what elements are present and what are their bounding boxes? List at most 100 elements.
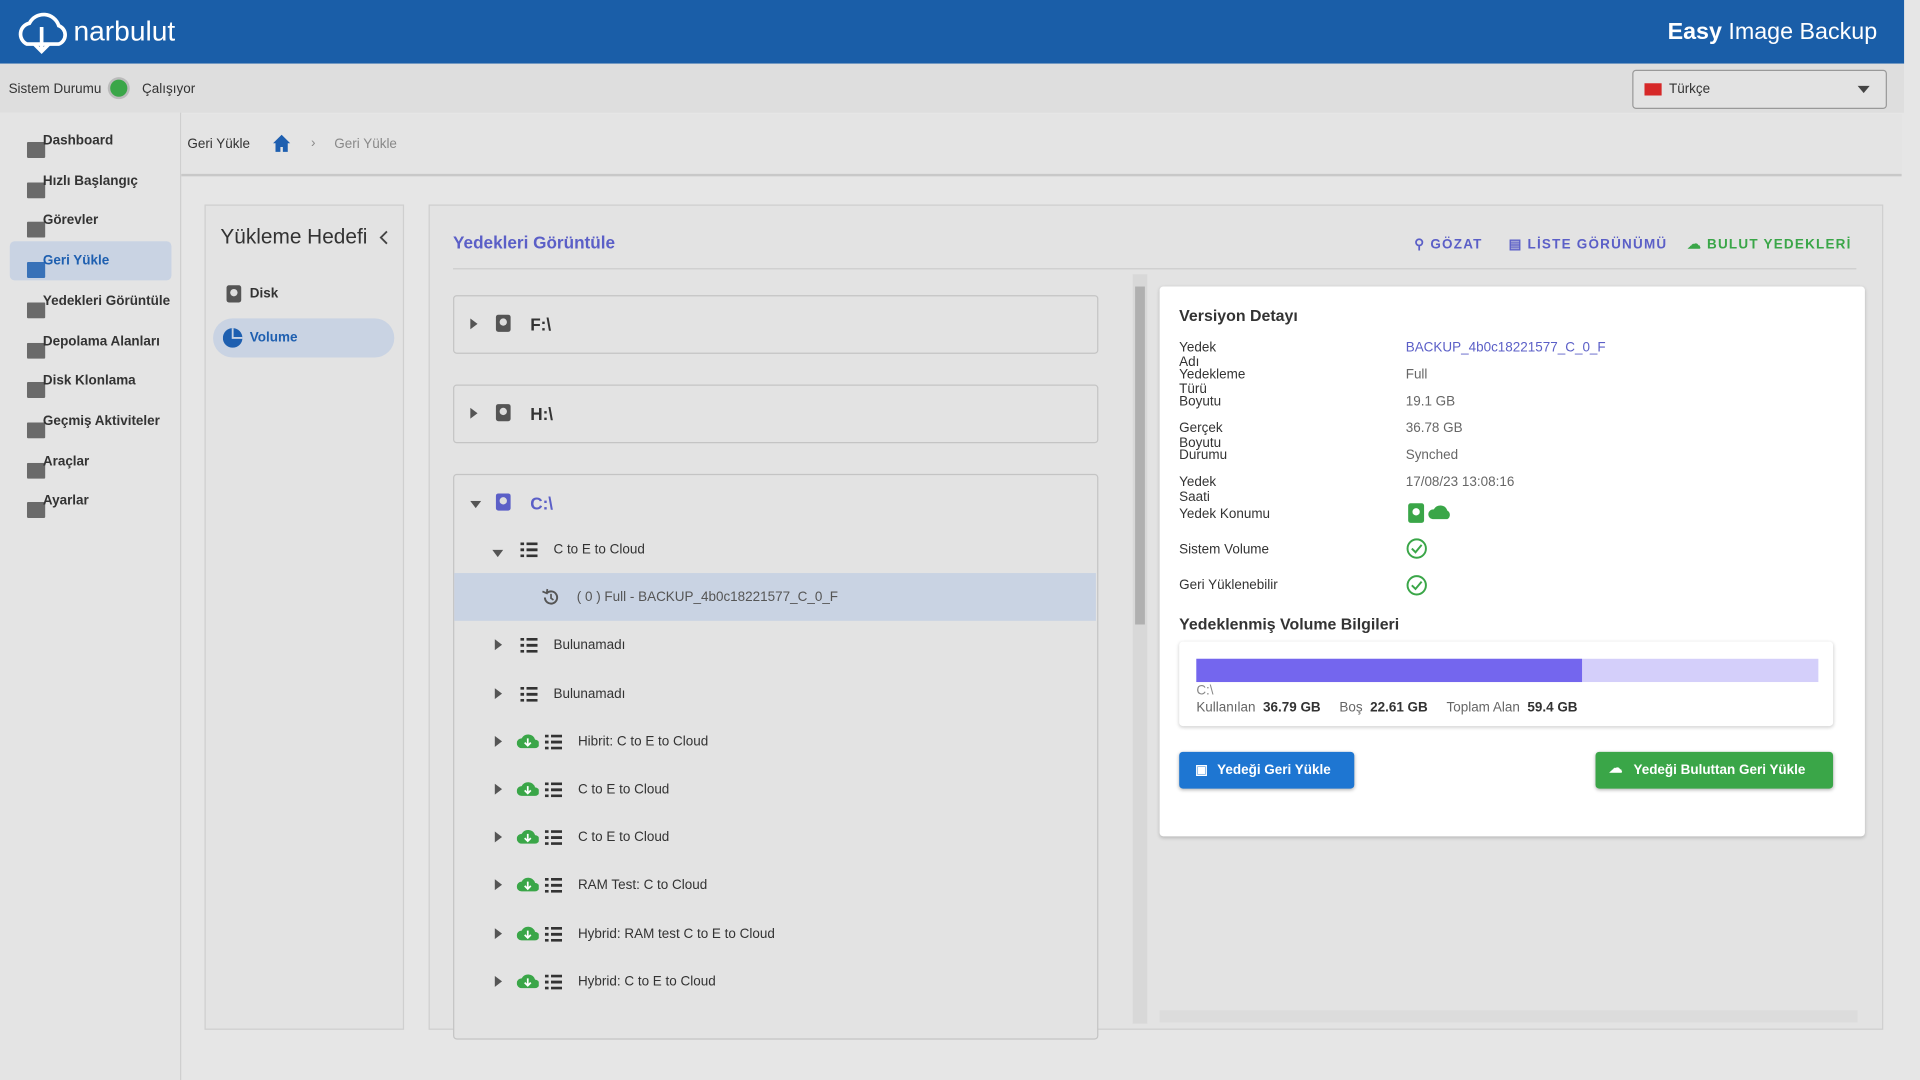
h-scrollbar[interactable] xyxy=(1159,1010,1858,1023)
history-icon xyxy=(541,588,561,611)
target-option[interactable]: Volume xyxy=(213,318,395,358)
tree-row[interactable]: C to E to Cloud xyxy=(454,525,1096,573)
status-value: Çalışıyor xyxy=(142,82,196,97)
drive-label: C:\ xyxy=(530,493,554,514)
row-label: Hybrid: C to E to Cloud xyxy=(577,974,716,990)
version-row[interactable]: ( 0 ) Full - BACKUP_4b0c18221577_C_0_F xyxy=(454,573,1096,622)
cloud-icon xyxy=(516,732,540,753)
scrollbar[interactable] xyxy=(1132,274,1148,1024)
tree-row[interactable]: Hybrid: C to E to Cloud xyxy=(454,957,1096,1005)
cloud-icon-svg xyxy=(516,782,540,796)
expand-arrow-svg xyxy=(492,549,504,558)
list-icon xyxy=(520,686,538,704)
history-icon-svg xyxy=(542,589,559,605)
row-label: C to E to Cloud xyxy=(577,782,670,798)
sidebar-item[interactable]: Dashboard xyxy=(10,121,172,160)
field-label: Boyutu xyxy=(1179,394,1222,409)
tree-row[interactable]: Bulunamadı xyxy=(454,669,1096,717)
target-option[interactable]: Disk xyxy=(213,274,394,313)
expand-arrow-svg xyxy=(470,500,482,509)
cloud-icon-svg xyxy=(516,974,540,988)
expand-arrow xyxy=(470,497,482,512)
field-value: 36.78 GB xyxy=(1405,421,1463,436)
expand-arrow xyxy=(470,318,478,333)
sidebar-item[interactable]: Görevler xyxy=(10,201,172,240)
sidebar-icon-svg xyxy=(26,302,46,319)
cloud-icon-svg xyxy=(516,878,540,892)
action-label: LİSTE GÖRÜNÜMÜ xyxy=(1527,237,1668,253)
disk-icon-svg xyxy=(495,404,511,422)
expand-arrow xyxy=(470,407,478,423)
field-label: Yedek Konumu xyxy=(1179,506,1271,522)
free-label: Boş xyxy=(1339,700,1363,716)
breadcrumb-current: Geri Yükle xyxy=(334,137,397,152)
cloud-icon xyxy=(516,876,540,897)
sidebar-icon-svg xyxy=(26,142,46,158)
browse-button[interactable]: ⚲ GÖZAT xyxy=(1414,237,1483,253)
disk-icon xyxy=(495,403,512,426)
divider xyxy=(453,268,1857,270)
sidebar-item[interactable]: Geri Yükle xyxy=(9,241,172,281)
field-value: 19.1 GB xyxy=(1405,394,1456,409)
action-label: GÖZAT xyxy=(1430,237,1483,253)
sidebar-item[interactable]: Araçlar xyxy=(10,442,172,481)
field-value: BACKUP_4b0c18221577_C_0_F xyxy=(1405,340,1606,356)
separator: › xyxy=(311,135,316,151)
cloud-icon xyxy=(516,924,540,945)
option-label: Disk xyxy=(249,286,279,302)
scroll-thumb[interactable] xyxy=(1135,286,1145,625)
field-label: Yedekleme Türü xyxy=(1179,367,1246,397)
sidebar-label: Depolama Alanları xyxy=(42,333,160,349)
brand: narbulut xyxy=(73,14,176,47)
sidebar-item[interactable]: Disk Klonlama xyxy=(10,361,172,400)
panel-title: Yükleme Hedefi xyxy=(220,225,368,249)
language-select[interactable]: Türkçe xyxy=(1632,69,1887,109)
cloud-icon-svg xyxy=(516,926,540,940)
cloud-icon xyxy=(516,780,540,801)
restore-button[interactable]: Yedeği Geri Yükle ▣ xyxy=(1179,751,1355,789)
list-view-button[interactable]: ▤ LİSTE GÖRÜNÜMÜ xyxy=(1508,237,1668,253)
expand-arrow xyxy=(492,546,504,561)
drive-node[interactable]: H:\ xyxy=(453,384,1099,444)
status-bar: Sistem Durumu Çalışıyor Türkçe xyxy=(0,63,1905,113)
tree-row[interactable]: Bulunamadı xyxy=(454,621,1096,669)
sidebar-item[interactable]: Hızlı Başlangıç xyxy=(10,161,172,200)
sidebar-item[interactable]: Depolama Alanları xyxy=(10,321,172,360)
tree-row[interactable]: C to E to Cloud xyxy=(454,813,1096,861)
status-label: Sistem Durumu xyxy=(8,82,102,97)
check-icon xyxy=(1406,575,1427,596)
list-icon xyxy=(544,830,563,848)
tree-row[interactable]: RAM Test: C to Cloud xyxy=(454,861,1096,909)
usage-text: Kullanılan 36.79 GB Boş 22.61 GB Toplam … xyxy=(1196,700,1577,715)
home-icon[interactable] xyxy=(272,133,292,153)
disk-icon xyxy=(495,492,512,515)
list-icon xyxy=(544,782,563,800)
volume-card: C:\ Kullanılan 36.79 GB Boş 22.61 GB Top… xyxy=(1179,642,1833,726)
drive-node[interactable]: F:\ xyxy=(453,295,1099,354)
cloud-restore-button[interactable]: Yedeği Buluttan Geri Yükle ☁ xyxy=(1595,751,1834,789)
tree-row[interactable]: Hibrit: C to E to Cloud xyxy=(454,717,1096,765)
row-label: Bulunamadı xyxy=(553,638,626,654)
detail-title: Versiyon Detayı xyxy=(1179,306,1298,325)
tree-row[interactable]: Hybrid: RAM test C to E to Cloud xyxy=(454,909,1096,957)
sidebar-item[interactable]: Geçmiş Aktiviteler xyxy=(10,401,172,440)
drive-node[interactable]: C:\ xyxy=(453,473,1099,1040)
expand-arrow-svg xyxy=(494,927,503,939)
status-dot xyxy=(110,79,128,97)
sidebar-item[interactable]: Ayarlar xyxy=(10,482,172,521)
sidebar-label: Geçmiş Aktiviteler xyxy=(42,413,160,429)
disk-icon-svg xyxy=(495,314,511,332)
sidebar-icon-svg xyxy=(26,222,46,239)
expand-arrow xyxy=(494,735,503,751)
sidebar-icon-svg xyxy=(26,502,46,519)
expand-arrow xyxy=(494,687,503,703)
tree-row[interactable]: C to E to Cloud xyxy=(454,765,1096,813)
sidebar-label: Görevler xyxy=(42,213,99,229)
disk-icon xyxy=(226,285,242,303)
sidebar-label: Araçlar xyxy=(42,453,90,469)
collapse-icon[interactable] xyxy=(378,230,388,245)
logo-icon xyxy=(18,12,67,55)
sidebar-item[interactable]: Yedekleri Görüntüle xyxy=(10,281,172,320)
option-label: Volume xyxy=(249,330,298,346)
cloud-backups-button[interactable]: ☁ BULUT YEDEKLERİ xyxy=(1687,237,1852,253)
